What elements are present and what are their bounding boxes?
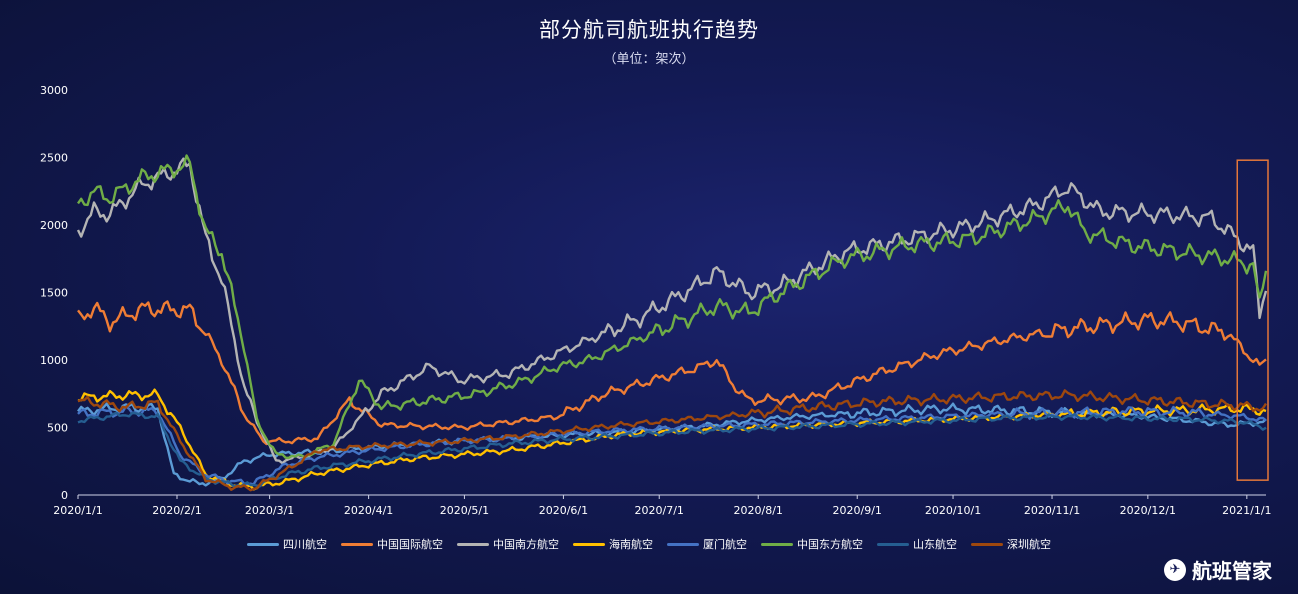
x-tick-label: 2020/6/1 — [539, 504, 588, 517]
x-tick-label: 2021/1/1 — [1222, 504, 1271, 517]
series-line-3 — [77, 388, 1267, 491]
series-line-1 — [77, 300, 1267, 446]
x-tick-label: 2020/8/1 — [734, 504, 783, 517]
series-line-2 — [76, 157, 1268, 465]
y-tick-label: 1000 — [40, 354, 68, 367]
legend-item: 厦门航空 — [667, 536, 747, 552]
legend-item: 海南航空 — [573, 536, 653, 552]
x-tick-label: 2020/4/1 — [344, 504, 393, 517]
legend-swatch — [341, 542, 373, 546]
legend-label: 中国南方航空 — [493, 538, 559, 551]
legend-label: 深圳航空 — [1007, 538, 1051, 551]
chart-legend: 四川航空 中国国际航空 中国南方航空 海南航空 厦门航空 中国东方航空 山东航空 深圳航空 — [0, 536, 1298, 552]
y-tick-label: 3000 — [40, 84, 68, 97]
y-tick-label: 0 — [61, 489, 68, 502]
y-tick-label: 500 — [47, 422, 68, 435]
x-tick-label: 2020/11/1 — [1024, 504, 1080, 517]
x-tick-label: 2020/3/1 — [245, 504, 294, 517]
legend-swatch — [761, 542, 793, 546]
x-tick-label: 2020/2/1 — [152, 504, 201, 517]
legend-label: 厦门航空 — [703, 538, 747, 551]
x-tick-label: 2020/7/1 — [635, 504, 684, 517]
chart-axes: 0 500 1000 1500 2000 2500 3000 2020/1/1 2020/2/1… — [40, 84, 1272, 517]
chart-subtitle: （单位：架次） — [603, 52, 695, 67]
legend-item: 中国国际航空 — [341, 536, 443, 552]
series-line-7 — [77, 389, 1267, 492]
legend-swatch — [971, 542, 1003, 546]
highlight-box — [1236, 159, 1269, 481]
series-line-5 — [77, 154, 1268, 460]
highlight-layer — [1236, 159, 1269, 481]
brand-mark: ✈ 航班管家 — [1164, 555, 1272, 584]
x-tick-label: 2020/1/1 — [53, 504, 102, 517]
y-tick-label: 1500 — [40, 287, 68, 300]
x-tick-label: 2020/12/1 — [1120, 504, 1176, 517]
legend-label: 山东航空 — [913, 538, 957, 551]
legend-item: 四川航空 — [247, 536, 327, 552]
y-tick-label: 2500 — [40, 152, 68, 165]
legend-item: 深圳航空 — [971, 536, 1051, 552]
legend-swatch — [877, 542, 909, 546]
x-tick-label: 2020/5/1 — [440, 504, 489, 517]
brand-name: 航班管家 — [1192, 559, 1272, 583]
legend-item: 中国东方航空 — [761, 536, 863, 552]
x-tick-label: 2020/9/1 — [833, 504, 882, 517]
legend-label: 海南航空 — [609, 538, 653, 551]
legend-swatch — [247, 542, 279, 546]
x-tick-label: 2020/10/1 — [925, 504, 981, 517]
legend-item: 中国南方航空 — [457, 536, 559, 552]
chart-title: 部分航司航班执行趋势 — [539, 18, 759, 42]
legend-swatch — [457, 542, 489, 546]
plane-icon: ✈ — [1164, 558, 1186, 581]
legend-item: 山东航空 — [877, 536, 957, 552]
y-tick-label: 2000 — [40, 219, 68, 232]
legend-label: 中国东方航空 — [797, 538, 863, 551]
legend-label: 四川航空 — [283, 538, 327, 551]
chart-lines — [76, 154, 1268, 492]
legend-label: 中国国际航空 — [377, 538, 443, 551]
legend-swatch — [573, 542, 605, 546]
legend-swatch — [667, 542, 699, 546]
